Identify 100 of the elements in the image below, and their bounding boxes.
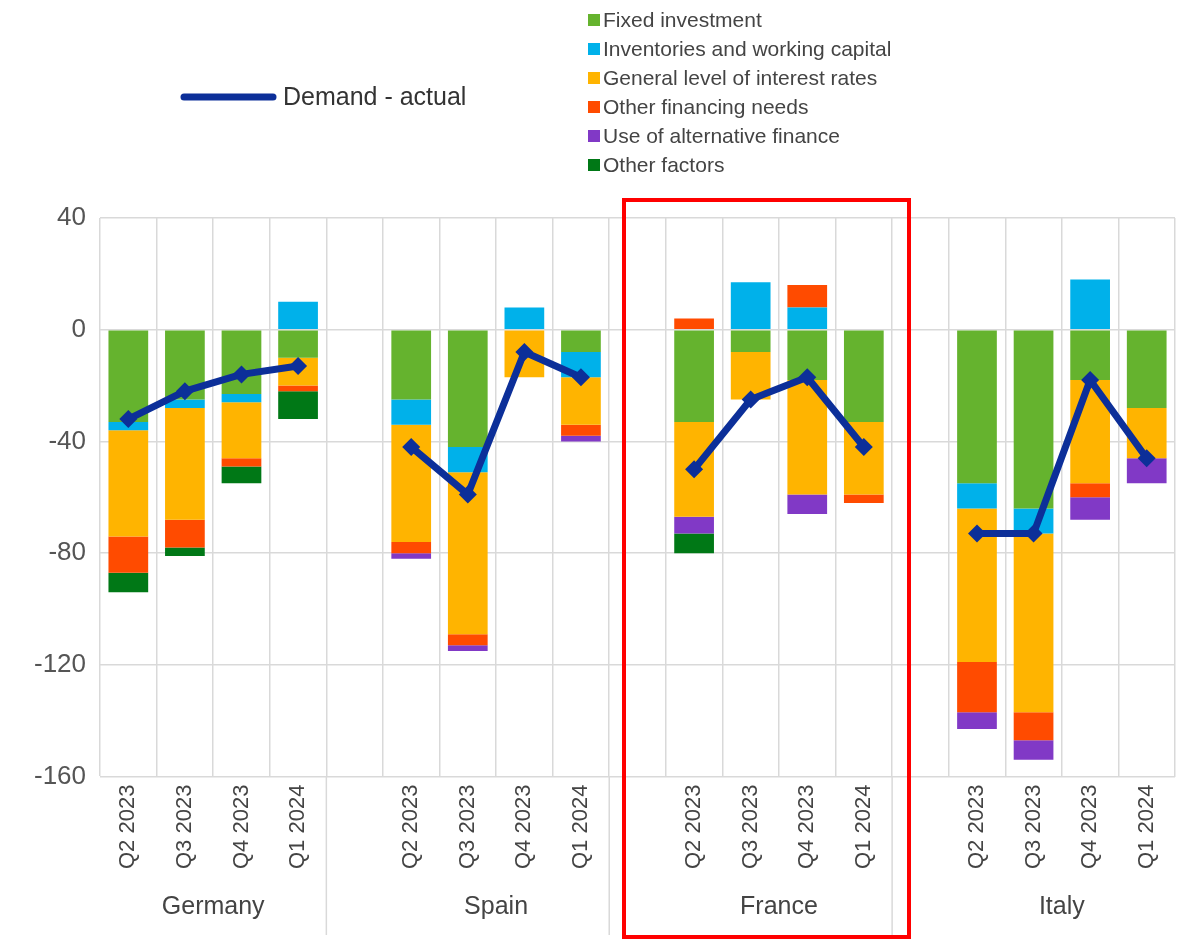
bar [108, 536, 149, 573]
bar [391, 424, 432, 542]
bar [787, 285, 828, 308]
x-tick-label: Q2 2023 [963, 784, 989, 869]
bar [1070, 497, 1110, 520]
point [119, 410, 138, 429]
bar [843, 330, 884, 422]
bar [787, 330, 828, 380]
bar [391, 553, 432, 559]
bar [447, 645, 488, 651]
bar [957, 712, 997, 730]
point [402, 438, 421, 457]
bar [221, 458, 262, 467]
x-tick-label: Q3 2023 [736, 784, 762, 869]
bar [674, 533, 714, 554]
point [571, 368, 590, 387]
y-tick-label: -80 [48, 536, 87, 567]
bar [843, 494, 884, 503]
bar [1070, 279, 1110, 329]
x-tick-label: Q1 2024 [567, 784, 592, 869]
x-tick-label: Q3 2023 [170, 784, 196, 869]
bar [561, 424, 601, 436]
bar [108, 572, 149, 593]
legend-label: General level of interest rates [603, 65, 878, 89]
bar [504, 307, 545, 329]
bar [165, 407, 205, 520]
x-tick-label: Q1 2024 [1132, 784, 1158, 869]
y-tick-label: 0 [71, 312, 87, 343]
bar [787, 379, 828, 495]
legend-label: Fixed investment [603, 7, 762, 31]
bar [674, 318, 714, 329]
x-tick-label: Q4 2023 [227, 784, 253, 869]
x-tick-label: Q1 2024 [284, 784, 310, 869]
bar [278, 330, 318, 358]
legend-label: Other financing needs [603, 94, 809, 118]
bar [957, 483, 997, 509]
bar [1070, 330, 1110, 380]
bar [221, 466, 262, 484]
bar [221, 402, 262, 459]
bar [957, 508, 997, 663]
text: Spain [464, 890, 529, 919]
bar [1013, 712, 1054, 741]
bar [278, 385, 318, 392]
x-tick-label: Q1 2024 [849, 784, 875, 869]
bar [1013, 533, 1054, 713]
legend-label: Inventories and working capital [603, 36, 892, 60]
text: France [740, 890, 818, 919]
bar [674, 421, 714, 517]
bar [730, 330, 771, 353]
text: Germany [161, 890, 266, 919]
x-tick-label: Q3 2023 [1019, 784, 1045, 869]
point [854, 438, 873, 457]
bar [561, 435, 601, 442]
x-tick-label: Q4 2023 [1076, 784, 1102, 869]
bar [1013, 330, 1054, 509]
point [458, 485, 477, 504]
text: Italy [1038, 890, 1086, 919]
point [1081, 370, 1100, 389]
bar [1126, 330, 1167, 408]
bar [221, 393, 262, 403]
bar [730, 352, 771, 400]
legend-label: Other factors [603, 152, 725, 176]
bar [447, 472, 488, 635]
bar [391, 330, 432, 400]
bar [1126, 458, 1167, 484]
x-tick-label: Q4 2023 [510, 784, 536, 869]
bar [561, 377, 601, 425]
bar [278, 391, 318, 420]
point [232, 365, 251, 384]
point [175, 382, 194, 401]
bar [787, 307, 828, 329]
point [1137, 449, 1156, 468]
bar [787, 494, 828, 515]
bar [674, 516, 714, 534]
bar [1070, 483, 1110, 498]
point [798, 368, 817, 387]
bar [108, 430, 149, 537]
y-tick-label: -120 [33, 648, 87, 679]
bar [447, 634, 488, 646]
x-tick-label: Q2 2023 [397, 784, 423, 869]
bar [957, 330, 997, 484]
bar [391, 399, 432, 425]
bar [730, 282, 771, 329]
y-tick-label: -160 [33, 759, 87, 790]
x-tick-label: Q2 2023 [680, 784, 706, 869]
bar [447, 330, 488, 448]
bar [165, 547, 205, 556]
bar [674, 330, 714, 422]
y-tick-label: -40 [48, 424, 87, 455]
point [741, 390, 760, 409]
bar [1013, 740, 1054, 760]
x-tick-label: Q3 2023 [453, 784, 479, 869]
x-tick-label: Q2 2023 [114, 784, 140, 869]
bar [957, 662, 997, 713]
bar [165, 519, 205, 548]
x-tick-label: Q4 2023 [793, 784, 819, 869]
legend-label: Use of alternative finance [603, 123, 840, 147]
legend-label: Demand - actual [283, 81, 467, 110]
bar [561, 330, 601, 353]
bar [278, 301, 318, 329]
